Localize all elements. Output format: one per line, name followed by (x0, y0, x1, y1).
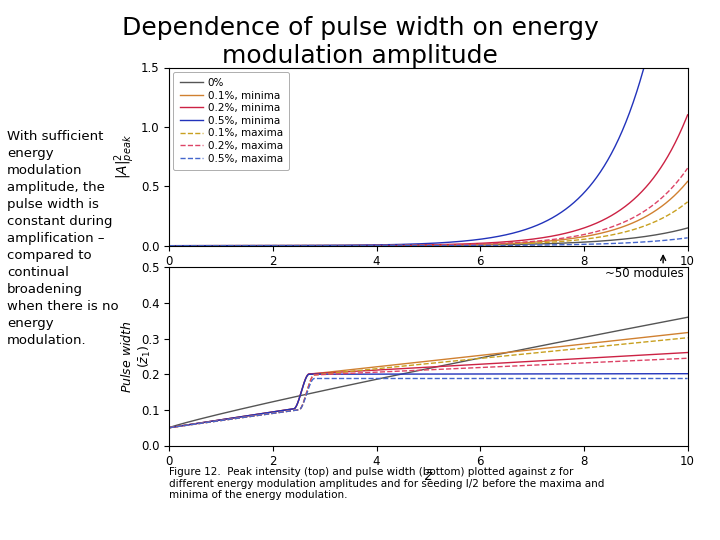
0.5%, maxima (683, 234, 692, 241)
0% (165, 242, 174, 249)
Line: 0.1%, minima: 0.1%, minima (169, 181, 688, 246)
0.1%, minima (393, 242, 402, 249)
0.5%, maxima (578, 241, 587, 248)
0.1%, maxima (218, 242, 227, 249)
0% (569, 239, 577, 246)
Legend: 0%, 0.1%, minima, 0.2%, minima, 0.5%, minima, 0.1%, maxima, 0.2%, maxima, 0.5%, : 0%, 0.1%, minima, 0.2%, minima, 0.5%, mi… (174, 72, 289, 170)
0.2%, maxima (578, 232, 587, 238)
0% (521, 241, 529, 247)
X-axis label: $\bar{z}$: $\bar{z}$ (423, 270, 433, 285)
0.5%, minima (569, 200, 577, 206)
0.5%, minima (393, 241, 402, 248)
0.1%, minima (165, 242, 174, 249)
0% (374, 242, 383, 249)
0.5%, minima (639, 64, 648, 71)
0.5%, minima (218, 242, 227, 249)
0.2%, minima (374, 242, 383, 248)
Line: 0.2%, minima: 0.2%, minima (169, 115, 688, 246)
0.1%, maxima (374, 242, 383, 249)
0.2%, minima (165, 242, 174, 249)
0.1%, maxima (393, 242, 402, 249)
0.2%, minima (683, 112, 692, 118)
0.1%, minima (569, 235, 577, 241)
0.1%, maxima (569, 237, 577, 244)
0.5%, minima (521, 226, 529, 233)
0.2%, minima (218, 242, 227, 249)
Line: 0.1%, maxima: 0.1%, maxima (169, 202, 688, 246)
0.1%, minima (521, 239, 529, 246)
Y-axis label: $\it{Pulse\ width}$
$(\bar{z}_1)$: $\it{Pulse\ width}$ $(\bar{z}_1)$ (120, 320, 153, 393)
Y-axis label: $|A|^2_{peak}$: $|A|^2_{peak}$ (112, 134, 137, 179)
0% (683, 225, 692, 231)
0.1%, minima (374, 242, 383, 249)
0.5%, minima (683, 64, 692, 71)
Text: Figure 12.  Peak intensity (top) and pulse width (bottom) plotted against z for
: Figure 12. Peak intensity (top) and puls… (169, 467, 605, 500)
0.2%, minima (569, 228, 577, 234)
0.2%, minima (578, 225, 587, 232)
0.1%, maxima (683, 199, 692, 205)
0.5%, minima (578, 191, 587, 197)
0.2%, minima (521, 237, 529, 243)
Line: 0%: 0% (169, 228, 688, 246)
0.2%, maxima (374, 242, 383, 249)
0% (393, 242, 402, 249)
Line: 0.5%, minima: 0.5%, minima (169, 68, 688, 246)
0% (578, 239, 587, 245)
0.5%, maxima (218, 242, 227, 249)
0.2%, maxima (569, 233, 577, 240)
0.1%, minima (683, 178, 692, 185)
0.1%, maxima (578, 236, 587, 242)
0.2%, maxima (218, 242, 227, 249)
Text: Dependence of pulse width on energy
modulation amplitude: Dependence of pulse width on energy modu… (122, 16, 598, 68)
0.1%, maxima (165, 242, 174, 249)
Text: ~50 modules: ~50 modules (605, 267, 684, 280)
0.2%, maxima (683, 165, 692, 171)
0.5%, maxima (393, 242, 402, 249)
0.1%, minima (218, 242, 227, 249)
0.5%, maxima (521, 242, 529, 248)
Text: With sufficient
energy
modulation
amplitude, the
pulse width is
constant during
: With sufficient energy modulation amplit… (7, 130, 119, 347)
0.2%, maxima (393, 242, 402, 248)
0.5%, maxima (569, 241, 577, 248)
0.1%, minima (578, 234, 587, 240)
Line: 0.5%, maxima: 0.5%, maxima (169, 238, 688, 246)
0.1%, maxima (521, 240, 529, 247)
0.5%, minima (165, 242, 174, 249)
0.2%, maxima (165, 242, 174, 249)
0.5%, minima (374, 241, 383, 248)
0% (218, 242, 227, 249)
X-axis label: $\bar{z}$: $\bar{z}$ (423, 470, 433, 484)
0.5%, maxima (165, 242, 174, 249)
Line: 0.2%, maxima: 0.2%, maxima (169, 168, 688, 246)
0.2%, minima (393, 242, 402, 248)
0.5%, maxima (374, 242, 383, 249)
0.2%, maxima (521, 239, 529, 245)
